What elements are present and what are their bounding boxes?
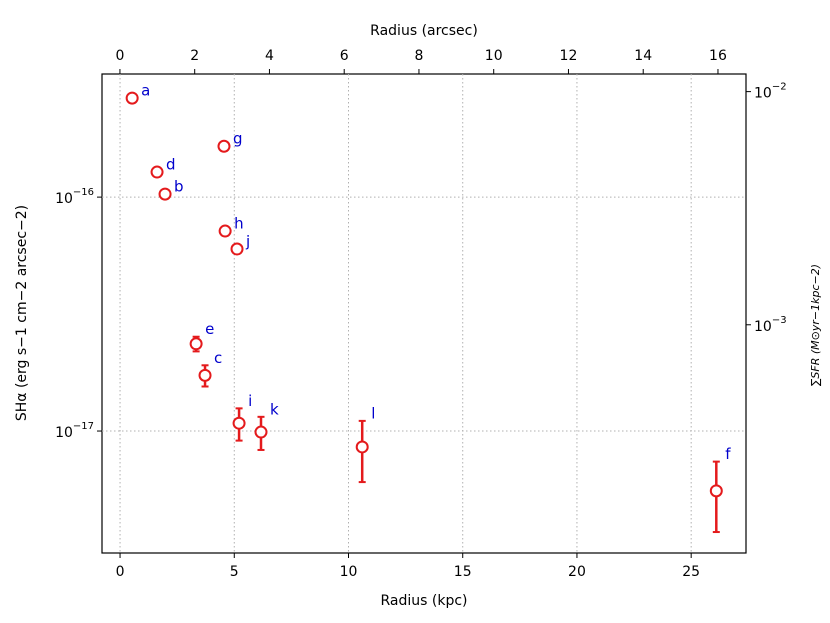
plot-frame — [101, 73, 747, 554]
marker — [217, 139, 231, 153]
y2-tick-label: 10−2 — [754, 82, 787, 102]
marker — [230, 242, 244, 256]
point-label: g — [233, 130, 243, 148]
x-tick-label: 25 — [682, 564, 700, 580]
x2-tick-label: 4 — [265, 48, 274, 64]
x2-tick-label: 16 — [709, 48, 727, 64]
x-tick-label: 5 — [230, 564, 239, 580]
point-label: k — [270, 400, 279, 418]
x2-tick-label: 12 — [560, 48, 578, 64]
x2-tick-label: 0 — [115, 48, 124, 64]
x-tick-label: 10 — [340, 564, 358, 580]
marker — [232, 416, 246, 430]
point-label: e — [205, 320, 214, 338]
point-label: b — [174, 178, 184, 196]
marker — [709, 484, 723, 498]
x-axis-title: Radius (kpc) — [380, 593, 467, 609]
marker — [158, 187, 172, 201]
point-label: i — [248, 392, 252, 410]
y2-tick-label: 10−3 — [754, 315, 787, 335]
point-label: h — [234, 215, 244, 233]
marker — [189, 337, 203, 351]
x2-tick-label: 14 — [634, 48, 652, 64]
x2-tick-label: 8 — [414, 48, 423, 64]
marker — [218, 224, 232, 238]
x2-axis-title: Radius (arcsec) — [370, 23, 478, 39]
marker — [355, 440, 369, 454]
y2-axis-title: ∑SFR (M⊙yr−1kpc−2) — [809, 264, 822, 386]
point-label: j — [245, 233, 250, 251]
y-axis-title: SHα (erg s−1 cm−2 arcsec−2) — [14, 205, 30, 421]
point-label: c — [214, 349, 222, 367]
y-tick-label: 10−17 — [55, 421, 94, 441]
point-label: d — [166, 156, 176, 174]
x2-tick-label: 6 — [340, 48, 349, 64]
x-tick-label: 20 — [568, 564, 586, 580]
x2-tick-label: 2 — [190, 48, 199, 64]
point-label: a — [141, 82, 150, 100]
x2-tick-label: 10 — [485, 48, 503, 64]
marker — [150, 165, 164, 179]
y-tick-label: 10−16 — [55, 187, 94, 207]
marker — [198, 368, 212, 382]
marker — [254, 425, 268, 439]
point-label: l — [371, 404, 375, 422]
x-tick-label: 15 — [454, 564, 472, 580]
point-label: f — [725, 445, 731, 463]
x-tick-label: 0 — [116, 564, 125, 580]
marker — [125, 91, 139, 105]
